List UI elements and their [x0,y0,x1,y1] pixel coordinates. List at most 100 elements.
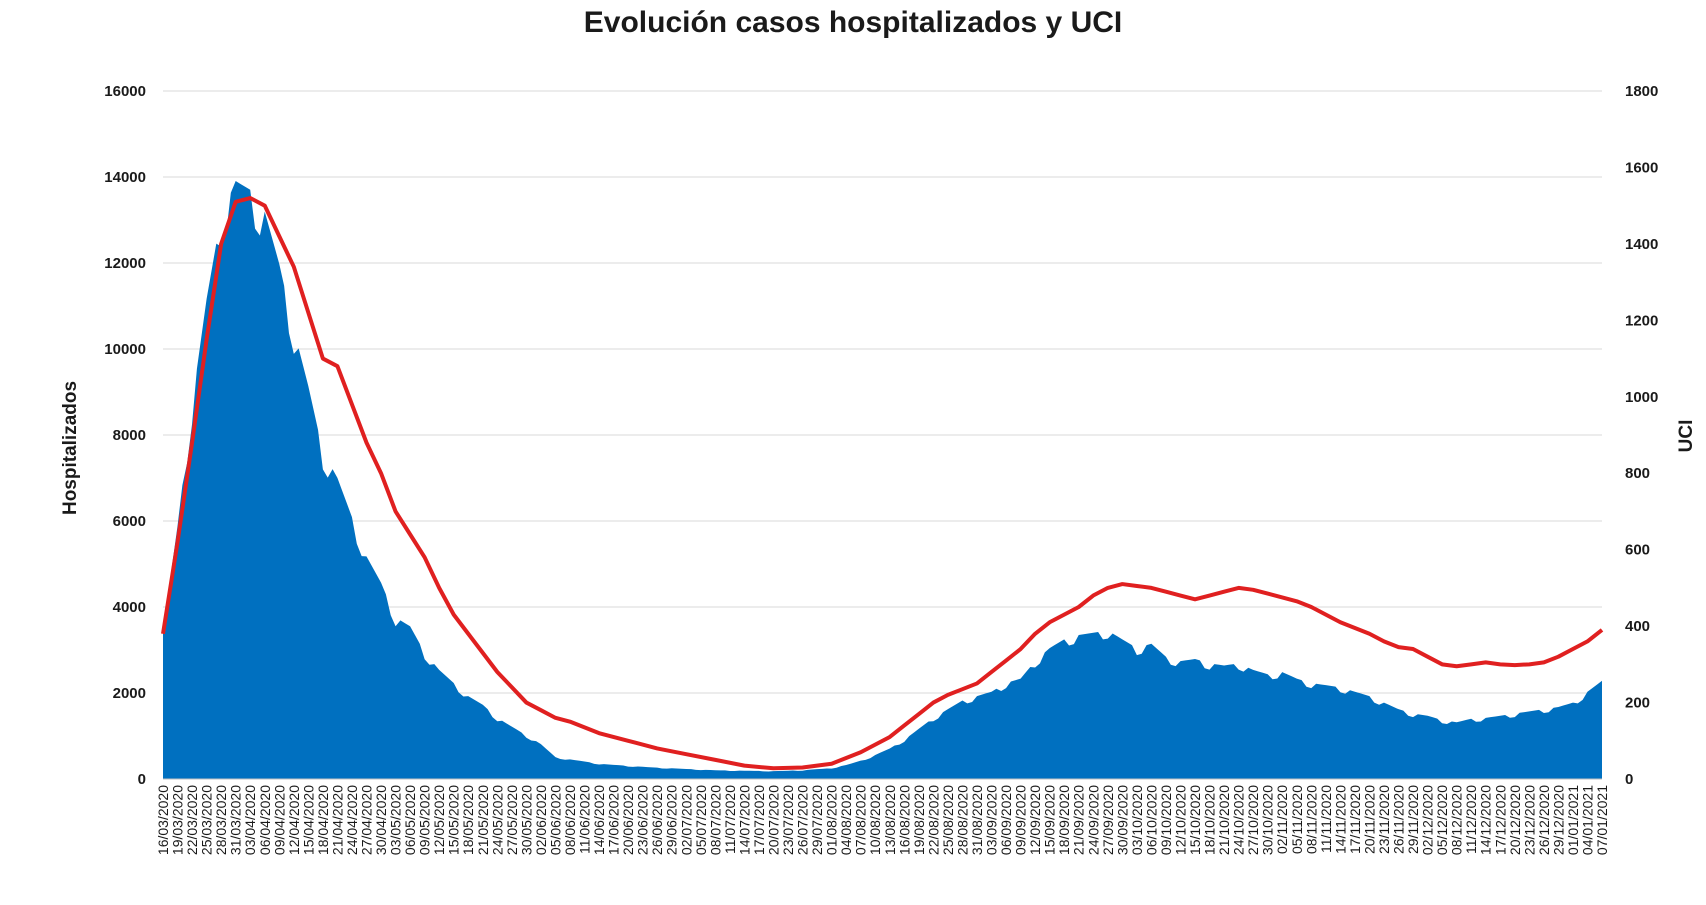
x-tick-label: 26/07/2020 [795,785,811,855]
y-tick-label-left: 8000 [113,427,146,444]
x-tick-label: 18/04/2020 [315,785,331,855]
hospitalizados-area-path [163,181,1602,779]
x-tick-label: 08/12/2020 [1449,785,1465,855]
y-axis-label-right: UCI [1676,420,1697,453]
x-tick-label: 11/12/2020 [1463,785,1479,854]
x-tick-label: 14/11/2020 [1332,785,1348,854]
x-tick-label: 17/07/2020 [751,785,767,855]
y-tick-label-left: 2000 [113,685,146,702]
x-tick-label: 30/10/2020 [1260,785,1276,855]
x-tick-label: 27/09/2020 [1100,785,1116,855]
x-tick-label: 14/06/2020 [591,785,607,855]
x-tick-label: 09/05/2020 [417,785,433,855]
x-tick-label: 24/09/2020 [1085,785,1101,855]
y-tick-label-right: 1800 [1625,83,1658,100]
x-tick-label: 22/03/2020 [184,785,200,855]
x-tick-label: 11/06/2020 [577,785,593,854]
x-tick-label: 23/07/2020 [780,785,796,855]
x-tick-label: 18/09/2020 [1056,785,1072,855]
x-tick-label: 14/12/2020 [1478,785,1494,855]
x-tick-label: 24/04/2020 [344,785,360,855]
x-tick-label: 28/03/2020 [213,785,229,855]
x-tick-label: 03/05/2020 [388,785,404,855]
x-tick-label: 23/06/2020 [635,785,651,855]
x-tick-label: 18/10/2020 [1202,785,1218,855]
x-tick-label: 17/11/2020 [1347,785,1363,854]
y-tick-label-left: 16000 [104,83,146,100]
x-tick-label: 15/05/2020 [446,785,462,855]
x-tick-label: 26/11/2020 [1391,785,1407,854]
x-tick-label: 02/11/2020 [1274,785,1290,854]
x-tick-label: 27/05/2020 [504,785,520,855]
x-tick-label: 15/09/2020 [1042,785,1058,855]
x-tick-label: 04/08/2020 [838,785,854,855]
x-tick-label: 03/10/2020 [1129,785,1145,855]
y-tick-label-left: 12000 [104,255,146,272]
x-tick-label: 03/09/2020 [984,785,1000,855]
x-tick-label: 02/07/2020 [678,785,694,855]
y-tick-label-left: 10000 [104,341,146,358]
x-tick-label: 06/04/2020 [257,785,273,855]
x-tick-label: 23/12/2020 [1521,785,1537,855]
y-tick-label-right: 1000 [1625,389,1658,406]
x-tick-label: 12/10/2020 [1172,785,1188,855]
x-tick-label: 15/04/2020 [300,785,316,855]
x-tick-label: 08/06/2020 [562,785,578,855]
y-tick-label-left: 4000 [113,599,146,616]
x-tick-label: 09/04/2020 [271,785,287,855]
x-tick-label: 06/10/2020 [1143,785,1159,855]
x-tick-label: 29/11/2020 [1405,785,1421,854]
x-tick-label: 12/09/2020 [1027,785,1043,855]
y-tick-label-right: 1200 [1625,312,1658,329]
x-tick-label: 05/07/2020 [693,785,709,855]
y-tick-label-right: 600 [1625,542,1650,559]
x-tick-label: 04/01/2021 [1579,785,1595,855]
x-tick-label: 25/08/2020 [940,785,956,855]
x-tick-label: 20/11/2020 [1361,785,1377,854]
x-tick-label: 28/08/2020 [954,785,970,855]
x-tick-label: 02/12/2020 [1420,785,1436,855]
x-tick-label: 25/03/2020 [199,785,215,855]
x-tick-label: 08/07/2020 [707,785,723,855]
x-tick-label: 29/07/2020 [809,785,825,855]
x-tick-label: 21/09/2020 [1071,785,1087,855]
x-tick-label: 27/04/2020 [358,785,374,855]
x-tick-label: 31/08/2020 [969,785,985,855]
x-tick-label: 16/08/2020 [896,785,912,855]
x-tick-label: 20/07/2020 [765,785,781,855]
y-tick-label-right: 0 [1625,771,1633,788]
x-tick-label: 13/08/2020 [882,785,898,855]
uci-line [161,196,1604,771]
x-tick-label: 20/06/2020 [620,785,636,855]
y-tick-label-left: 14000 [104,169,146,186]
hospitalizados-area [163,181,1602,779]
x-tick-label: 10/08/2020 [867,785,883,855]
x-tick-label: 19/08/2020 [911,785,927,855]
x-tick-label: 22/08/2020 [925,785,941,855]
x-tick-label: 05/06/2020 [547,785,563,855]
y-axis-label-left: Hospitalizados [60,381,81,515]
x-tick-label: 09/09/2020 [1013,785,1029,855]
x-tick-label: 29/12/2020 [1550,785,1566,855]
x-tick-label: 30/05/2020 [518,785,534,855]
x-tick-label: 12/04/2020 [286,785,302,855]
x-tick-label: 30/04/2020 [373,785,389,855]
x-tick-label: 27/10/2020 [1245,785,1261,855]
x-tick-label: 15/10/2020 [1187,785,1203,855]
y-tick-label-right: 1600 [1625,159,1658,176]
x-tick-label: 21/05/2020 [475,785,491,855]
x-tick-label: 19/03/2020 [170,785,186,855]
y-tick-label-right: 800 [1625,465,1650,482]
x-tick-label: 18/05/2020 [460,785,476,855]
x-tick-label: 07/01/2021 [1594,785,1610,855]
x-tick-label: 06/05/2020 [402,785,418,855]
x-tick-label: 26/12/2020 [1536,785,1552,855]
x-tick-label: 30/09/2020 [1114,785,1130,855]
x-tick-label: 05/11/2020 [1289,785,1305,854]
uci-line-path [161,196,1604,771]
x-tick-label: 23/11/2020 [1376,785,1392,854]
x-tick-label: 16/03/2020 [155,785,171,855]
x-tick-label: 07/08/2020 [853,785,869,855]
y-tick-label-left: 0 [138,771,146,788]
